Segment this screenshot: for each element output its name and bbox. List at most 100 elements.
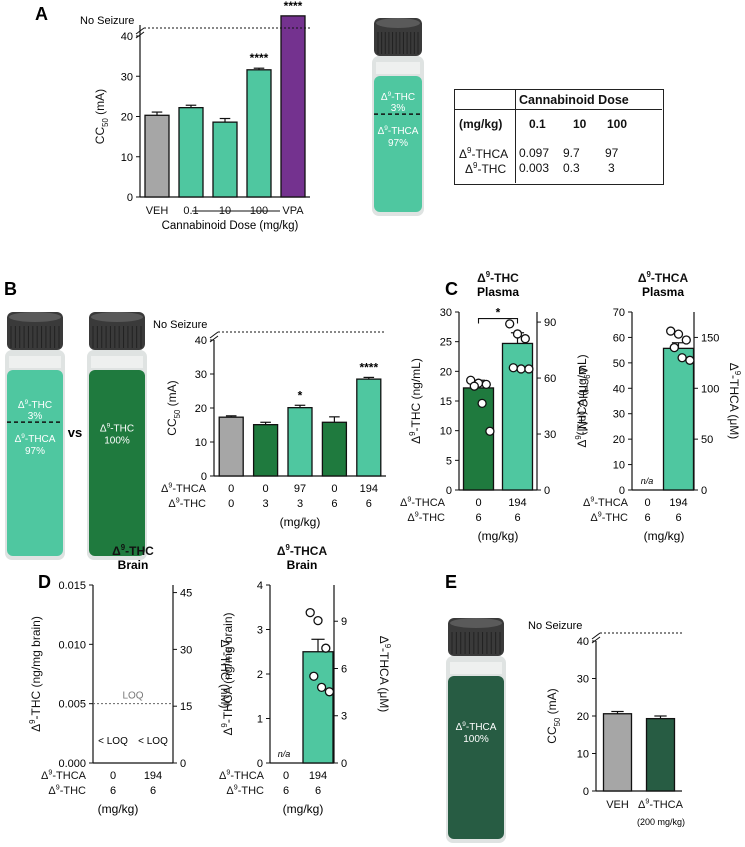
y-tick-label: 4 [257, 580, 263, 592]
bar [144, 114, 170, 198]
vial-neck [9, 356, 61, 368]
x-tick-label: Δ9-THCA [638, 798, 684, 811]
y-tick-label: 1 [257, 714, 263, 726]
data-point [666, 326, 676, 336]
y-tick-label: 20 [440, 366, 452, 378]
y-tick-label: 60 [613, 332, 625, 344]
vial-label-thc: Δ9-THC [381, 91, 415, 103]
data-point [669, 342, 679, 353]
vial-cap [7, 312, 63, 350]
data-point [324, 687, 335, 697]
y-tick-label: 10 [440, 426, 452, 438]
axis-break [591, 636, 601, 644]
vial-label-thc-pct: 3% [391, 103, 406, 114]
axis-break [135, 27, 145, 35]
y-tick-label: 10 [613, 460, 625, 472]
y-tick-label: 20 [577, 711, 589, 723]
vial-liquid [7, 370, 63, 556]
chart-d2: 0 1 2 3 4 0 3 6 9 Δ9-THCA (μM) Δ9-THCA (ng/mg brai… [219, 543, 392, 816]
loq-label: LOQ [122, 691, 143, 702]
x-axis-title: Cannabinoid Dose (mg/kg) [162, 220, 299, 232]
y-tick-label: 30 [440, 307, 452, 319]
y-tick-label: 2 [257, 669, 263, 681]
data-point [681, 335, 691, 345]
y-tick-right-label: 3 [341, 711, 347, 723]
x-tick-label: 0.1 [183, 205, 198, 217]
y-tick-right-label: 60 [544, 373, 556, 385]
y-tick-label: 0 [446, 485, 452, 497]
y-axis-title: Δ9-THCA (ng/mg brain) [220, 612, 235, 735]
bar [280, 15, 306, 198]
bar [302, 651, 334, 764]
vs-label: vs [68, 425, 82, 440]
vial-neck [450, 662, 502, 674]
table-dose-1: 10 [573, 117, 587, 131]
chart-title: Δ9-THCA [638, 270, 689, 285]
y-axis-right-title: Δ9-THC (nM) [218, 639, 233, 708]
x-unit-label: (mg/kg) [283, 802, 324, 816]
y-tick-label: 30 [121, 71, 133, 83]
vial-label: Δ9-THC [100, 422, 134, 434]
row-label-thca: Δ9-THCA [400, 496, 446, 509]
y-tick-right-label: 100 [701, 383, 719, 395]
x-tick-thc: 6 [283, 785, 289, 797]
significance-marker: * [298, 388, 303, 402]
panel-letter-e: E [445, 572, 457, 592]
vial-liquid [89, 370, 145, 556]
vial-cap-top [9, 312, 61, 322]
y-tick-label: 0 [257, 758, 263, 770]
bar [212, 121, 238, 198]
y-tick-right-label: 0 [544, 485, 550, 497]
x-tick-thc: 6 [150, 785, 156, 797]
y-axis-right-title: Δ9-THC (nM) [576, 366, 591, 435]
y-tick-label: 0.005 [58, 699, 86, 711]
na-label: n/a [278, 749, 291, 759]
vial-cap [448, 618, 504, 656]
significance-marker: **** [250, 51, 269, 65]
vial-cap-top [450, 618, 502, 628]
x-tick-thca: 0 [283, 770, 289, 782]
data-point [481, 379, 491, 390]
axis-break [209, 331, 219, 339]
y-axis-title: Δ9-THC (ng/mg brain) [28, 616, 43, 732]
y-tick-right-label: 0 [180, 758, 186, 770]
x-tick-label: VEH [606, 799, 629, 811]
x-tick-thc: 6 [331, 498, 337, 510]
bar [321, 421, 348, 477]
x-tick-thca: 0 [331, 483, 337, 495]
below-loq-label: < LOQ [98, 736, 128, 747]
x-tick-thc: 3 [297, 498, 303, 510]
table-cell: 3 [608, 161, 615, 175]
table-dose-0: 0.1 [529, 117, 546, 131]
data-point [309, 671, 319, 681]
table-header: Cannabinoid Dose [519, 93, 629, 107]
y-tick-right-label: 50 [701, 434, 713, 446]
y-tick-label: 40 [577, 636, 589, 648]
no-seizure-label: No Seizure [528, 620, 582, 632]
chart-title: Δ9-THC [477, 270, 519, 285]
no-seizure-label: No Seizure [153, 319, 207, 331]
chart-title: Δ9-THCA [277, 543, 328, 558]
y-tick-label: 0 [201, 471, 207, 483]
bar [246, 69, 272, 198]
panel-letter-d: D [38, 572, 51, 592]
row-label-thc: Δ9-THC [226, 784, 264, 797]
y-axis-title: Δ9-THC (ng/mL) [408, 358, 423, 444]
y-tick-label: 3 [257, 625, 263, 637]
x-tick-label: VPA [282, 205, 304, 217]
y-axis-title: CC50 (mA) [165, 380, 182, 435]
vial-cap-top [376, 18, 420, 28]
row-label-thc: Δ9-THC [168, 497, 206, 510]
vial-label-pct: 100% [463, 734, 489, 745]
significance-bracket [477, 317, 519, 324]
y-axis-right-title: Δ9-THCA (μM) [727, 363, 742, 440]
y-tick-label: 5 [446, 455, 452, 467]
vial-liquid [374, 76, 422, 212]
x-tick-thc: 6 [644, 512, 650, 524]
vial-label-thca-pct: 97% [25, 446, 45, 457]
table-cell: 97 [605, 146, 619, 160]
x-tick-thca: 194 [144, 770, 162, 782]
